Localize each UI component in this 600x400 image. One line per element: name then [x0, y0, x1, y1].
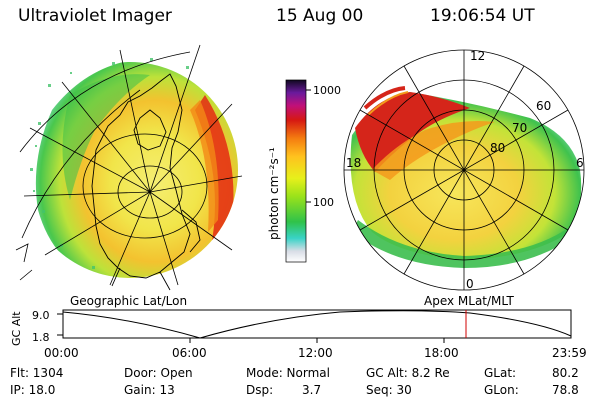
glat-value: 80.2 — [552, 366, 579, 380]
mlat-label-60: 60 — [536, 99, 551, 113]
dsp-value: 3.7 — [302, 383, 322, 397]
altitude-ytick-max: 9.0 — [32, 309, 50, 322]
gc-altitude: GC Alt: 8.2 Re — [366, 366, 450, 380]
geographic-caption: Geographic Lat/Lon — [70, 294, 188, 308]
xtick-2359: 23:59 — [552, 346, 587, 360]
dayside-cusp-region — [355, 92, 470, 172]
mlt-label-12: 12 — [470, 49, 485, 63]
colorbar-unit-label: photon cm⁻²s⁻¹ — [267, 147, 281, 240]
ip-value: IP: 18.0 — [10, 383, 56, 397]
mlat-mlt-grid — [343, 49, 585, 291]
glon-label: GLon: — [484, 383, 519, 397]
time-label: 19:06:54 UT — [430, 6, 535, 26]
mlt-label-18: 18 — [346, 156, 361, 170]
latlon-grid — [15, 44, 243, 286]
date-label: 15 Aug 00 — [276, 6, 364, 26]
gain-value: Gain: 13 — [124, 383, 175, 397]
altitude-curve — [62, 310, 572, 339]
altitude-plot: GC Alt 9.0 1.8 — [10, 309, 572, 346]
mlat-label-70: 70 — [512, 121, 527, 135]
colorbar: 1000 100 photon cm⁻²s⁻¹ — [267, 79, 341, 263]
mlt-label-6: 6 — [576, 156, 584, 170]
mlat-label-80: 80 — [490, 141, 505, 155]
instrument-title: Ultraviolet Imager — [18, 6, 172, 26]
magnetic-polar-panel: 12 18 6 0 60 70 80 — [343, 49, 585, 291]
altitude-axis-label: GC Alt — [10, 311, 23, 346]
xtick-0600: 06:00 — [172, 346, 207, 360]
xtick-1800: 18:00 — [424, 346, 459, 360]
dsp-label: Dsp: — [246, 383, 274, 397]
geographic-map-panel — [15, 44, 243, 291]
colorbar-label-100: 100 — [313, 196, 334, 209]
altitude-ytick-min: 1.8 — [32, 331, 50, 344]
magnetic-caption: Apex MLat/MLT — [424, 294, 514, 308]
mlt-label-0: 0 — [466, 277, 474, 291]
colorbar-label-1000: 1000 — [313, 84, 341, 97]
sequence-number: Seq: 30 — [366, 383, 412, 397]
glat-label: GLat: — [484, 366, 517, 380]
flight-number: Flt: 1304 — [10, 366, 64, 380]
xtick-0000: 00:00 — [44, 346, 79, 360]
mode-value: Mode: Normal — [246, 366, 330, 380]
coastline — [91, 73, 201, 291]
xtick-1200: 12:00 — [298, 346, 333, 360]
door-status: Door: Open — [124, 366, 193, 380]
colorbar-gradient — [285, 79, 307, 263]
glon-value: 78.8 — [552, 383, 579, 397]
